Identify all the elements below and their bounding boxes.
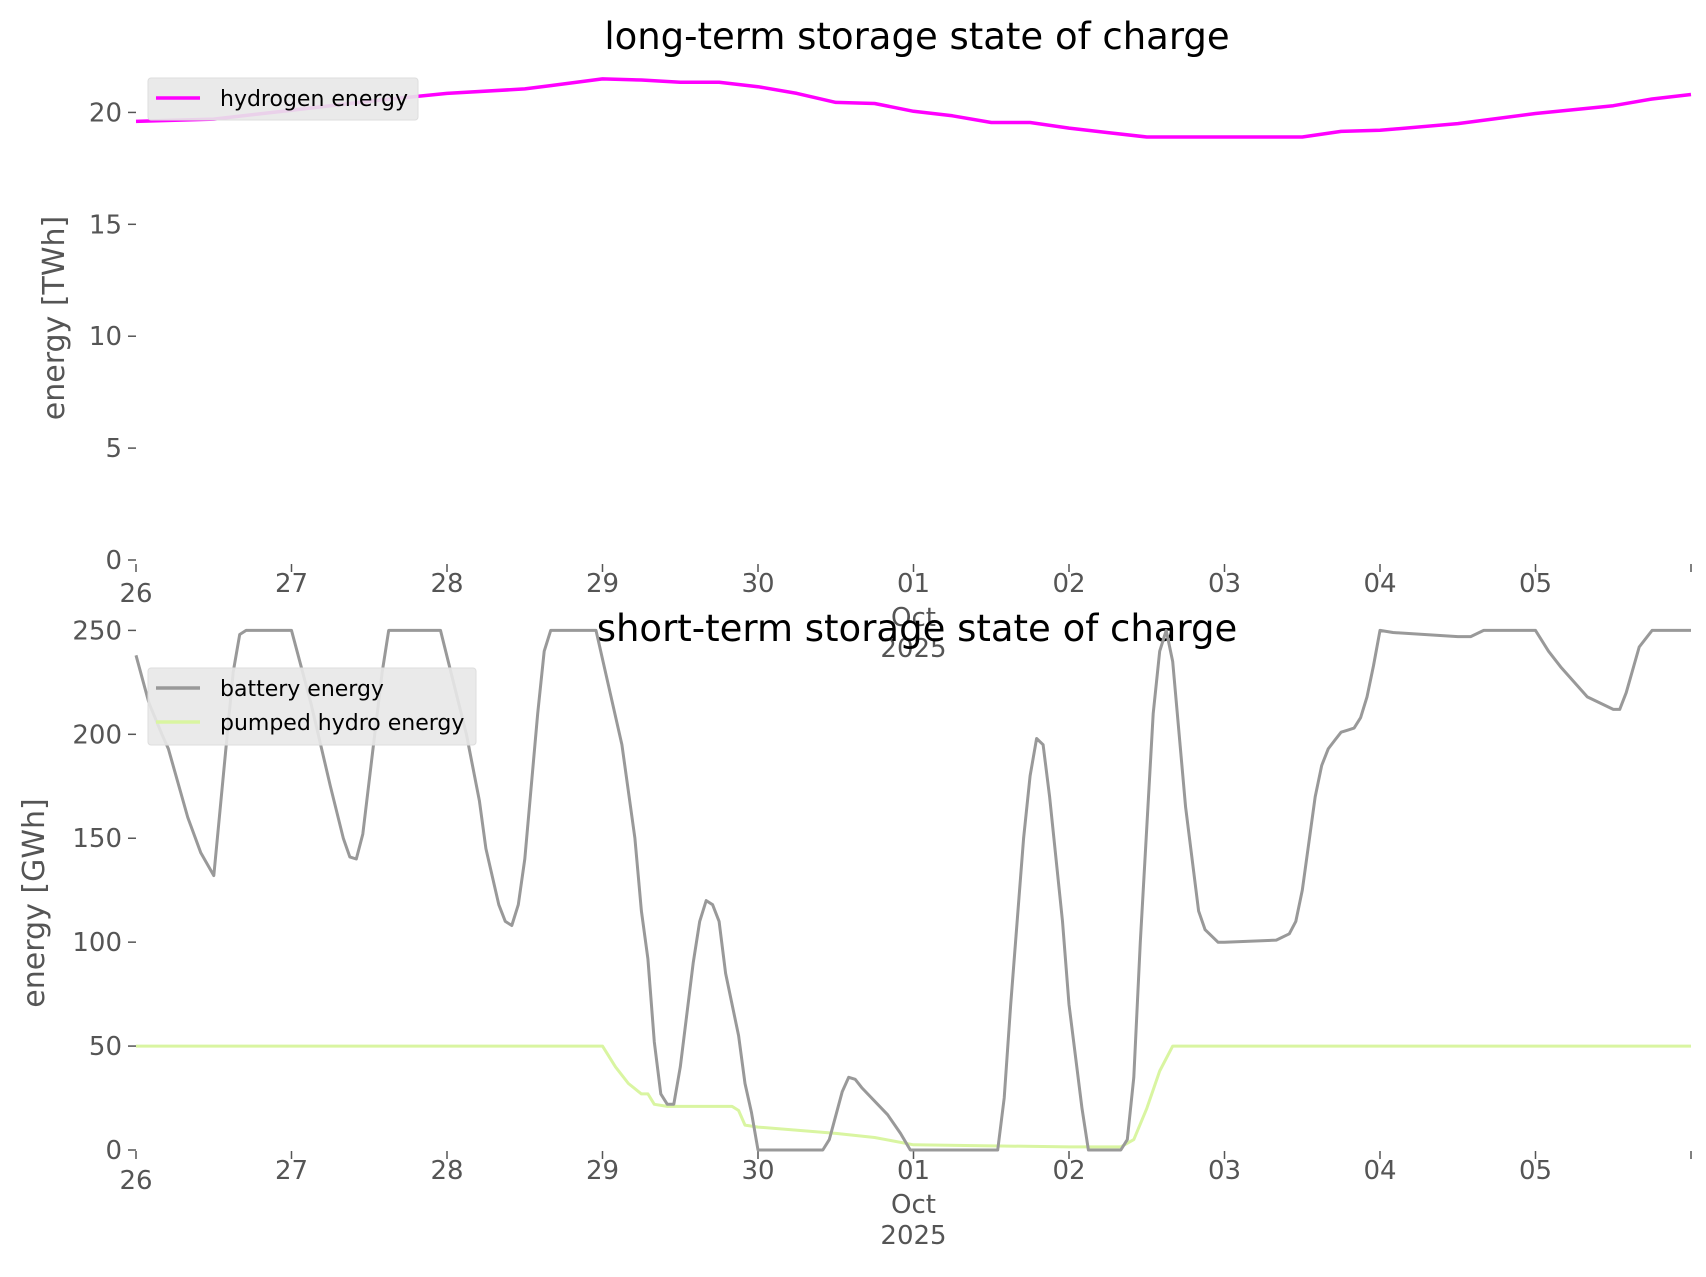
- y-axis-label-1: energy [TWh]: [37, 216, 72, 420]
- legend-box-1: [147, 77, 419, 121]
- x-tick-label-2-3: 29: [586, 1156, 619, 1186]
- y-tick-label-2-0: 0: [105, 1136, 122, 1166]
- x-tick-label-1-1: 27: [275, 569, 308, 599]
- y-tick-label-1-3: 15: [89, 210, 122, 240]
- legend-box-2: [147, 667, 477, 746]
- x-tick-label-1-4: 30: [741, 569, 774, 599]
- x-tick-label-2-2: 28: [430, 1156, 463, 1186]
- y-tick-label-1-4: 20: [89, 98, 122, 128]
- y-tick-label-1-1: 5: [105, 434, 122, 464]
- x-tick-label-2-9: 05: [1519, 1156, 1552, 1186]
- legend-2: battery energy pumped hydro energy: [147, 667, 477, 746]
- x-tick-label-1-9: 05: [1519, 569, 1552, 599]
- legend-1: hydrogen energy: [147, 77, 419, 121]
- x-tick-label-1-6: 02: [1052, 569, 1085, 599]
- x-tick-label-2-7: 03: [1208, 1156, 1241, 1186]
- x-tick-label-2-6: 02: [1052, 1156, 1085, 1186]
- x-tick-label-1-7: 03: [1208, 569, 1241, 599]
- y-axis-label-2: energy [GWh]: [17, 798, 52, 1007]
- series-line-2-1: [136, 1044, 1691, 1149]
- x-tick-label-2-0: 26: [119, 1166, 152, 1196]
- x-tick-label-1-0: 26: [119, 579, 152, 609]
- x-tick-sublabel-month-2: Oct: [891, 1190, 936, 1220]
- y-tick-label-2-4: 200: [72, 720, 122, 750]
- x-tick-label-1-8: 04: [1363, 569, 1396, 599]
- x-tick-label-1-5: 01: [897, 569, 930, 599]
- x-tick-sublabel-month-1: Oct: [891, 603, 936, 633]
- x-tick-label-1-3: 29: [586, 569, 619, 599]
- y-tick-label-1-0: 0: [105, 546, 122, 576]
- x-tick-sublabel-year-1: 2025: [880, 634, 946, 664]
- y-tick-label-2-2: 100: [72, 928, 122, 958]
- legend-label-2-1: pumped hydro energy: [220, 711, 464, 736]
- legend-label-1-0: hydrogen energy: [220, 87, 408, 112]
- chart-title-1: long-term storage state of charge: [604, 15, 1229, 58]
- y-tick-label-2-5: 250: [72, 616, 122, 646]
- y-tick-label-1-2: 10: [89, 322, 122, 352]
- x-tick-label-2-4: 30: [741, 1156, 774, 1186]
- y-tick-label-2-1: 50: [89, 1032, 122, 1062]
- series-line-2-0: [134, 628, 1691, 1152]
- x-tick-label-2-1: 27: [275, 1156, 308, 1186]
- x-tick-label-2-8: 04: [1363, 1156, 1396, 1186]
- legend-label-2-0: battery energy: [220, 677, 384, 702]
- x-tick-label-2-5: 01: [897, 1156, 930, 1186]
- series-line-1-0: [135, 77, 1692, 139]
- x-tick-sublabel-year-2: 2025: [880, 1221, 946, 1251]
- y-tick-label-2-3: 150: [72, 824, 122, 854]
- chart-title-2: short-term storage state of charge: [597, 607, 1238, 650]
- x-tick-label-1-2: 28: [430, 569, 463, 599]
